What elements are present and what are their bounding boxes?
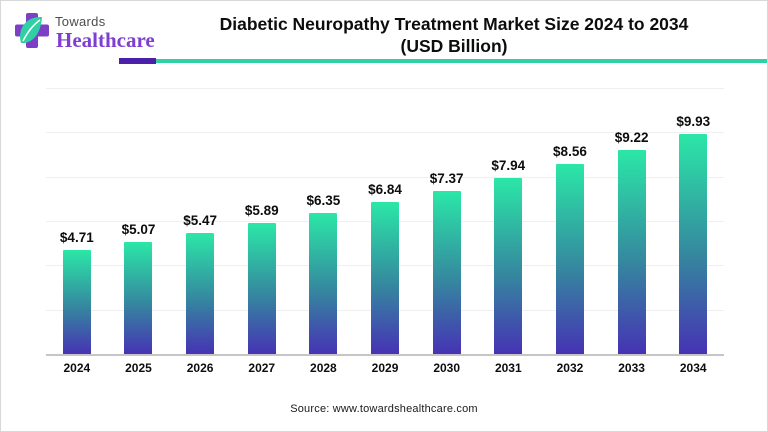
bar-value-label: $5.07 xyxy=(121,221,156,237)
bar-column-2024: $4.71 xyxy=(46,88,108,354)
bar xyxy=(62,249,91,354)
bar-column-2025: $5.07 xyxy=(108,88,170,354)
leaf-vein xyxy=(22,19,41,42)
bar-column-2031: $7.94 xyxy=(477,88,539,354)
bar-column-2029: $6.84 xyxy=(354,88,416,354)
bar xyxy=(186,232,215,354)
bar xyxy=(494,178,523,354)
x-axis-label: 2033 xyxy=(618,361,645,375)
x-axis-label: 2029 xyxy=(371,361,399,375)
towards-healthcare-logo: Towards Healthcare xyxy=(13,11,155,51)
bar-chart: $4.71 $5.07 $5.47 $5.89 $6.35 $6.84 $7.37 $7.94… xyxy=(46,88,724,356)
bar-value-label: $9.93 xyxy=(676,113,711,129)
bar-value-label: $8.56 xyxy=(553,144,587,160)
bar-value-label: $4.71 xyxy=(59,229,94,245)
underline-teal-segment xyxy=(156,59,767,63)
x-axis-label: 2027 xyxy=(248,361,276,375)
x-axis-label: 2024 xyxy=(63,361,91,375)
bar-column-2033: $9.22 xyxy=(601,88,663,354)
bar-column-2030: $7.37 xyxy=(416,88,478,354)
bar-value-label: $9.22 xyxy=(614,129,649,145)
bar-value-label: $7.94 xyxy=(491,158,526,173)
x-axis-label: 2034 xyxy=(679,361,707,375)
bar xyxy=(617,149,646,354)
logo-text: Towards Healthcare xyxy=(55,14,155,51)
bar xyxy=(371,202,400,354)
bar-column-2026: $5.47 xyxy=(169,88,231,354)
gridline xyxy=(46,88,724,89)
brand-name-top: Towards xyxy=(55,14,106,29)
x-axis-label: 2031 xyxy=(494,361,522,375)
source-text: Source: www.towardshealthcare.com xyxy=(290,403,478,415)
bar-column-2032: $8.56 xyxy=(539,88,601,354)
bar-column-2028: $6.35 xyxy=(293,88,355,354)
x-axis-label: 2032 xyxy=(556,361,584,375)
page-title: Diabetic Neuropathy Treatment Market Siz… xyxy=(143,13,765,57)
x-axis-label: 2025 xyxy=(125,361,152,375)
bar-value-label: $5.89 xyxy=(244,203,279,219)
page-title-line2: (USD Billion) xyxy=(400,36,508,56)
bar-column-2034: $9.93 xyxy=(662,88,724,354)
x-axis-label: 2030 xyxy=(433,361,461,375)
bar-series: $4.71 $5.07 $5.47 $5.89 $6.35 $6.84 $7.37 $7.94… xyxy=(46,88,724,354)
logo-cross-leaf-icon xyxy=(15,13,49,48)
bar-value-label: $6.84 xyxy=(368,182,402,198)
bar-value-label: $6.35 xyxy=(306,193,341,209)
bar xyxy=(309,213,338,354)
title-underline xyxy=(119,58,767,64)
x-axis-line xyxy=(46,354,724,356)
page-title-line1: Diabetic Neuropathy Treatment Market Siz… xyxy=(219,14,689,34)
bar xyxy=(679,133,708,354)
gridline xyxy=(46,132,724,134)
x-axis-label: 2026 xyxy=(186,361,214,375)
brand-name-bottom: Healthcare xyxy=(56,28,155,52)
bar xyxy=(124,241,153,354)
bar xyxy=(247,223,276,354)
bar-value-label: $7.37 xyxy=(429,170,464,186)
bar xyxy=(555,164,584,354)
bar-column-2027: $5.89 xyxy=(231,88,293,354)
x-axis-labels: 2024 2025 2026 2027 2028 2029 2030 2031 2032 2033… xyxy=(46,361,724,375)
x-axis-label: 2028 xyxy=(310,361,337,375)
underline-purple-segment xyxy=(119,58,156,64)
bar xyxy=(432,190,461,354)
gridline xyxy=(46,176,724,178)
bar-value-label: $5.47 xyxy=(183,212,217,228)
